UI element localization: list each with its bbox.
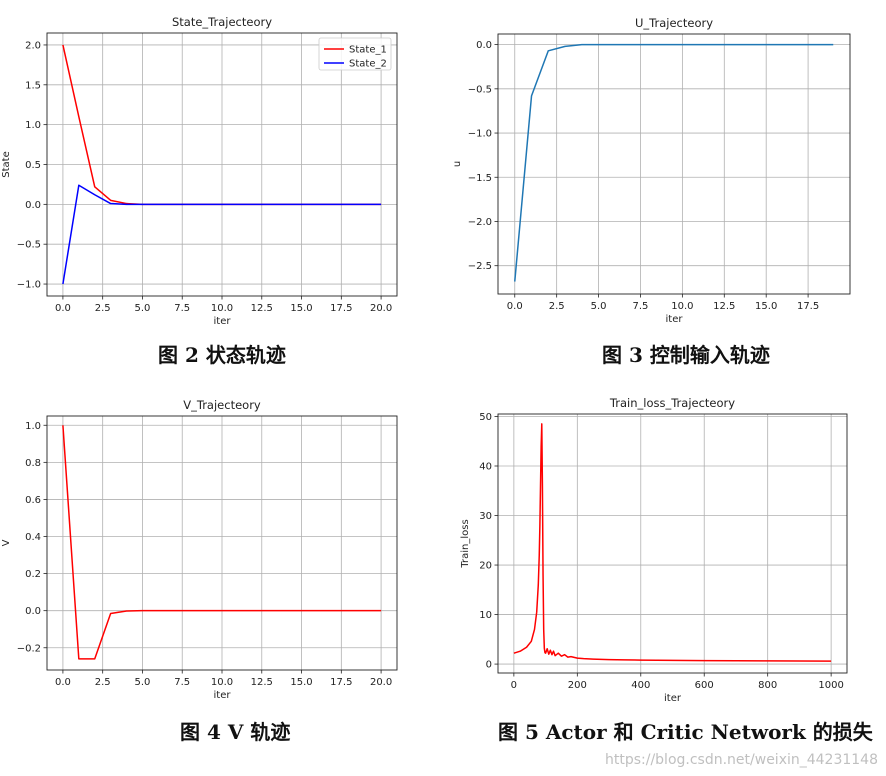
y-tick-label: −0.2 [17, 643, 41, 654]
x-axis-label: iter [214, 690, 232, 701]
y-tick-label: −1.0 [17, 280, 41, 291]
y-tick-label: 1.0 [25, 120, 41, 131]
x-tick-label: 12.5 [251, 303, 273, 314]
x-tick-label: 5.0 [135, 677, 151, 688]
y-tick-label: 0.6 [25, 495, 41, 506]
chart-title: U_Trajecteory [635, 16, 713, 30]
x-tick-label: 15.0 [290, 677, 312, 688]
caption-fig5: 图 5 Actor 和 Critic Network 的损失 [498, 720, 873, 744]
x-tick-label: 0 [511, 680, 517, 691]
chart-1: 0.0 2.5 5.0 7.5 10.0 12.5 15.0 17.5 20.0 −1.0 −0.5… [1, 15, 398, 327]
caption-fig3: 图 3 控制输入轨迹 [602, 343, 770, 367]
legend-label: State_2 [349, 59, 387, 70]
chart-title: Train_loss_Trajecteory [609, 396, 735, 410]
series-line-1 [514, 43, 834, 282]
x-tick-label: 0.0 [55, 303, 71, 314]
y-tick-label: 1.5 [25, 80, 41, 91]
x-tick-label: 20.0 [370, 303, 392, 314]
x-tick-label: 7.5 [174, 677, 190, 688]
x-tick-label: 5.0 [135, 303, 151, 314]
x-tick-label: 17.5 [330, 303, 352, 314]
y-tick-label: 0 [486, 660, 492, 671]
x-tick-label: 2.5 [95, 677, 111, 688]
y-tick-label: 0.2 [25, 569, 41, 580]
plot-frame [497, 413, 848, 674]
x-tick-label: 10.0 [211, 303, 233, 314]
caption-fig2: 图 2 状态轨迹 [158, 343, 286, 367]
x-tick-label: 15.0 [755, 301, 777, 312]
chart-3: 0.0 2.5 5.0 7.5 10.0 12.5 15.0 17.5 20.0 −0.2 0.0 0… [1, 398, 398, 701]
x-tick-label: 17.5 [330, 677, 352, 688]
y-tick-label: −1.5 [468, 173, 492, 184]
y-tick-label: 0.0 [25, 606, 41, 617]
x-tick-label: 0.0 [55, 677, 71, 688]
plot-frame [46, 32, 398, 297]
legend-label: State_1 [349, 45, 387, 56]
chart-4: 0 200 400 600 800 1000 0 10 20 30 40 50 Train_loss_T… [460, 396, 848, 704]
y-axis-label: u [452, 161, 463, 167]
y-axis-label: Train_loss [460, 519, 471, 568]
y-tick-label: −2.0 [468, 217, 492, 228]
plot-frame [46, 415, 398, 671]
x-tick-label: 12.5 [251, 677, 273, 688]
y-tick-label: 0.5 [25, 160, 41, 171]
x-tick-label: 200 [568, 680, 587, 691]
x-tick-label: 10.0 [671, 301, 693, 312]
caption-fig4: 图 4 V 轨迹 [180, 720, 291, 744]
chart-2: 0.0 2.5 5.0 7.5 10.0 12.5 15.0 17.5 −2.5 −2.0 −1.5… [452, 16, 851, 325]
x-tick-label: 600 [695, 680, 714, 691]
x-tick-label: 17.5 [797, 301, 819, 312]
y-tick-label: 20 [479, 561, 492, 572]
series-line-1 [62, 425, 382, 660]
x-tick-label: 20.0 [370, 677, 392, 688]
legend-box [318, 37, 392, 71]
y-tick-label: 0.4 [25, 532, 41, 543]
x-tick-label: 2.5 [95, 303, 111, 314]
y-tick-label: −1.0 [468, 129, 492, 140]
x-tick-label: 7.5 [174, 303, 190, 314]
y-tick-label: 2.0 [25, 40, 41, 51]
y-tick-label: 0.8 [25, 458, 41, 469]
y-tick-label: 0.0 [476, 40, 492, 51]
plot-frame [497, 33, 851, 295]
y-tick-label: −2.5 [468, 261, 492, 272]
x-tick-label: 7.5 [633, 301, 649, 312]
watermark-text: https://blog.csdn.net/weixin_44231148 [604, 752, 878, 768]
x-tick-label: 2.5 [549, 301, 565, 312]
x-axis-label: iter [664, 693, 682, 704]
y-tick-label: 1.0 [25, 421, 41, 432]
x-tick-label: 400 [631, 680, 650, 691]
x-tick-label: 10.0 [211, 677, 233, 688]
series-line-1 [513, 423, 832, 662]
x-tick-label: 5.0 [591, 301, 607, 312]
y-axis-label: V [1, 539, 12, 546]
y-tick-label: 10 [479, 610, 492, 621]
y-tick-label: −0.5 [17, 240, 41, 251]
x-tick-label: 0.0 [507, 301, 523, 312]
y-tick-label: 50 [479, 412, 492, 423]
x-axis-label: iter [214, 316, 232, 327]
y-tick-label: 30 [479, 511, 492, 522]
x-axis-label: iter [666, 314, 684, 325]
chart-title: V_Trajecteory [183, 398, 261, 412]
x-tick-label: 15.0 [290, 303, 312, 314]
y-tick-label: 0.0 [25, 200, 41, 211]
y-tick-label: −0.5 [468, 84, 492, 95]
x-tick-label: 800 [758, 680, 777, 691]
chart-title: State_Trajecteory [172, 15, 272, 29]
y-tick-label: 40 [479, 461, 492, 472]
x-tick-label: 12.5 [713, 301, 735, 312]
x-tick-label: 1000 [818, 680, 843, 691]
series-line-2 [62, 184, 382, 285]
y-axis-label: State [1, 151, 12, 177]
